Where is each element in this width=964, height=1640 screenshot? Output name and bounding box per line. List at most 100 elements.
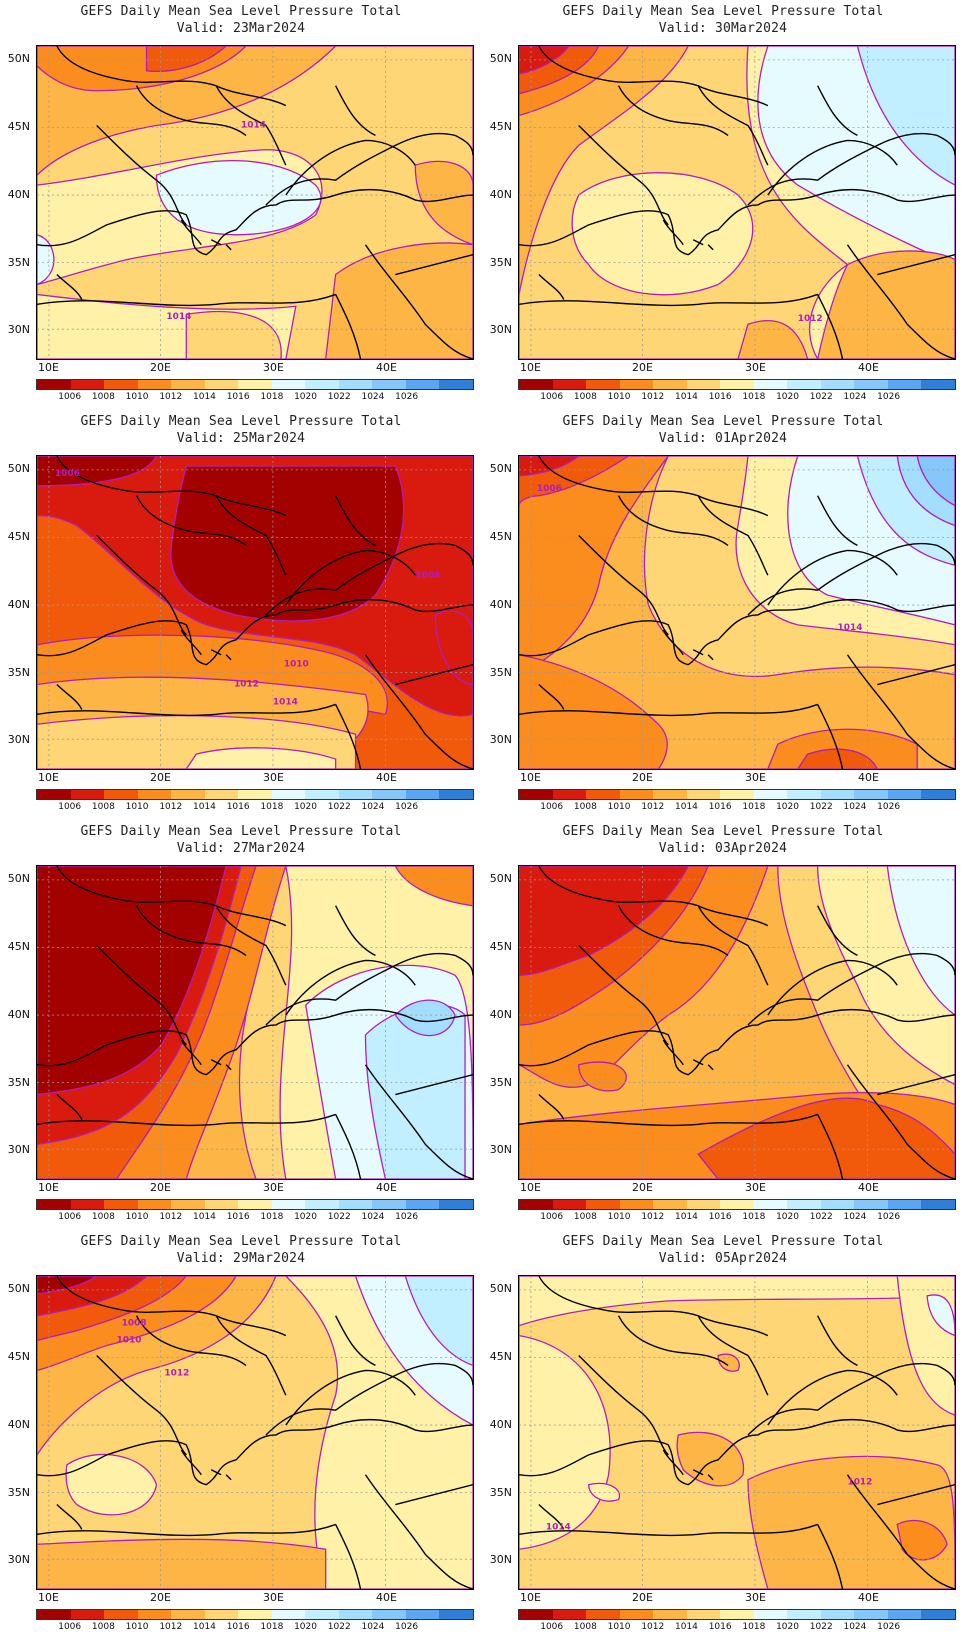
coastline	[846, 654, 955, 769]
lon-label: 30E	[745, 1591, 766, 1604]
pressure-fill	[676, 1431, 745, 1487]
lon-label: 10E	[520, 361, 541, 374]
colorbar-segment	[104, 380, 138, 389]
colorbar-segment	[37, 790, 71, 799]
colorbar-segment	[305, 1610, 339, 1619]
coastline	[519, 703, 818, 717]
contour-label: 1012	[164, 1368, 189, 1378]
coastline	[662, 1449, 714, 1481]
colorbar-label: 1024	[361, 392, 385, 402]
contour-label: 1008	[122, 1319, 147, 1329]
lat-label: 40N	[7, 1418, 30, 1431]
coastline	[662, 1039, 714, 1071]
pressure-map: 1012	[518, 45, 956, 360]
colorbar-label: 1014	[675, 392, 698, 402]
lat-label: 40N	[489, 598, 512, 611]
lat-label: 40N	[489, 1418, 512, 1431]
coastline	[364, 654, 473, 769]
lat-label: 30N	[489, 1553, 512, 1566]
lat-label: 50N	[489, 1282, 512, 1295]
colorbar-label: 1018	[742, 392, 766, 402]
colorbar-segment	[686, 1610, 721, 1619]
coastline	[617, 495, 729, 546]
coastline	[817, 1524, 844, 1589]
coastline	[817, 294, 844, 359]
map-canvas: 1012	[519, 46, 955, 359]
colorbar-label: 1010	[125, 1212, 149, 1222]
coastline	[747, 132, 955, 206]
colorbar-segment	[338, 790, 373, 799]
colorbar-label: 1014	[675, 802, 698, 812]
lat-label: 35N	[489, 1486, 512, 1499]
pressure-map: 1012 1014	[518, 1275, 956, 1590]
lon-label: 40E	[858, 1591, 879, 1604]
coastline	[877, 253, 955, 276]
coastline	[56, 456, 287, 517]
valid-date: Valid: 01Apr2024	[658, 431, 788, 446]
coastline	[817, 704, 844, 769]
valid-date: Valid: 23Mar2024	[176, 21, 306, 36]
lat-label: 50N	[489, 462, 512, 475]
lon-label: 10E	[38, 771, 59, 784]
coastline	[215, 905, 287, 986]
colorbar-label: 1020	[776, 802, 799, 812]
colorbar-segment	[271, 1610, 306, 1619]
colorbar-segment	[753, 1200, 788, 1209]
coastline	[56, 1276, 287, 1337]
coastline	[135, 1315, 247, 1366]
colorbar-segment	[820, 1610, 855, 1619]
lat-label: 30N	[7, 323, 30, 336]
colorbar-label: 1008	[573, 1212, 597, 1222]
colorbar-label: 1012	[159, 802, 183, 812]
colorbar-label: 1022	[809, 802, 833, 812]
lat-label: 30N	[7, 1143, 30, 1156]
colorbar-segment	[820, 1200, 855, 1209]
pressure-fill	[155, 160, 322, 236]
pressure-fill	[37, 866, 227, 1096]
coastline	[96, 125, 187, 226]
colorbar-label: 1024	[361, 1622, 385, 1632]
contour-label: 1012	[234, 680, 259, 690]
coastline	[364, 244, 473, 359]
colorbar-segment	[820, 380, 855, 389]
colorbar-labels: 1006 1008 1010 1012 1014 1016 1018 1020 1022 1024…	[518, 802, 956, 814]
lon-label: 30E	[263, 1591, 284, 1604]
colorbar-segment	[372, 1610, 406, 1619]
lon-label: 30E	[263, 1181, 284, 1194]
lat-label: 35N	[489, 666, 512, 679]
coastline	[538, 46, 769, 107]
coastline	[846, 1064, 955, 1179]
colorbar-segment	[720, 380, 754, 389]
valid-date: Valid: 05Apr2024	[658, 1251, 788, 1266]
map-canvas: 1008 1010 1012	[37, 1276, 473, 1589]
coastline	[180, 629, 232, 661]
lat-label: 30N	[489, 323, 512, 336]
colorbar-label: 1006	[58, 1622, 82, 1632]
lat-label: 40N	[7, 1008, 30, 1021]
colorbar-segment	[405, 380, 440, 389]
lon-label: 30E	[745, 771, 766, 784]
coastline	[335, 294, 362, 359]
contour-label: 1006	[537, 484, 562, 494]
colorbar-label: 1006	[58, 1212, 82, 1222]
colorbar-segment	[338, 380, 373, 389]
colorbar-segment	[887, 790, 922, 799]
coastline	[697, 905, 769, 986]
colorbar-labels: 1006 1008 1010 1012 1014 1016 1018 1020 1022 1024…	[518, 392, 956, 404]
colorbar-label: 1016	[226, 1622, 250, 1632]
colorbar-labels: 1006 1008 1010 1012 1014 1016 1018 1020 1022 1024…	[36, 802, 474, 814]
colorbar-label: 1024	[361, 1212, 385, 1222]
pressure-fill	[325, 242, 473, 359]
lat-label: 35N	[489, 256, 512, 269]
colorbar-segment	[171, 1200, 205, 1209]
colorbar	[518, 1609, 956, 1620]
colorbar-label: 1008	[91, 802, 115, 812]
coastline	[519, 1113, 818, 1127]
colorbar-segment	[619, 1200, 654, 1209]
lon-label: 10E	[38, 1181, 59, 1194]
colorbar-segment	[271, 1200, 306, 1209]
colorbar-segment	[921, 1200, 955, 1209]
coastline	[877, 1483, 955, 1506]
colorbar-segment	[552, 790, 587, 799]
colorbar-label: 1012	[641, 802, 665, 812]
